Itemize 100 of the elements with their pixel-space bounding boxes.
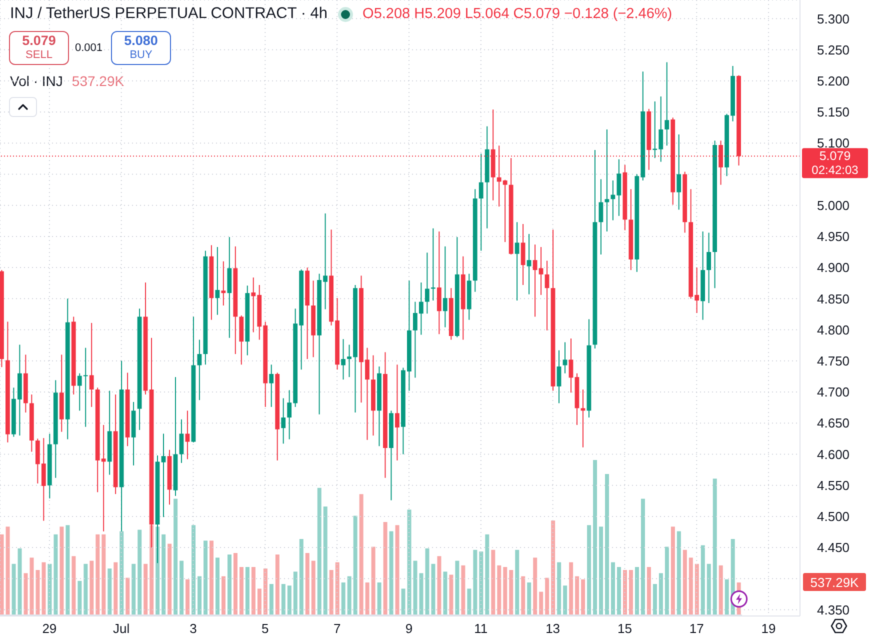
bar (532, 558, 537, 615)
bar (47, 564, 52, 615)
candlestick (514, 222, 520, 302)
bar (161, 534, 166, 615)
bar (191, 525, 196, 615)
bar (724, 579, 728, 615)
bar (544, 578, 549, 615)
bar (718, 565, 722, 615)
x-tick-label: 7 (333, 621, 341, 636)
candlestick (77, 372, 82, 412)
bar (454, 560, 459, 615)
bar (514, 550, 519, 615)
bar (23, 573, 28, 615)
text: 537.29K (810, 574, 859, 590)
candlestick (580, 389, 586, 448)
bar (598, 526, 603, 615)
bar (556, 562, 561, 615)
y-tick-label: 4.900 (817, 260, 850, 276)
candlestick (568, 338, 574, 394)
bar (256, 588, 261, 615)
bar (484, 534, 489, 615)
chart-title: INJ / TetherUS PERPETUAL CONTRACT · 4h (10, 5, 328, 23)
bar (298, 539, 303, 615)
bar (53, 534, 58, 615)
x-tick-label: 5 (262, 621, 269, 636)
bar (5, 526, 10, 615)
bar (209, 540, 214, 615)
bar (346, 576, 351, 615)
bar (430, 564, 435, 615)
y-tick-label: 4.500 (817, 509, 850, 524)
bar (137, 530, 142, 615)
bar (95, 534, 100, 615)
annotation: 5.079 (22, 33, 56, 48)
bar (412, 560, 417, 615)
candlestick (532, 244, 538, 318)
bar (700, 545, 704, 615)
candlestick (604, 128, 610, 232)
candlestick (706, 232, 712, 304)
candlestick (436, 230, 442, 335)
bar (622, 570, 627, 615)
y-tick-label: 4.800 (817, 322, 850, 338)
bar (352, 516, 357, 615)
annotation: 0.001 (75, 42, 103, 54)
candlestick (664, 62, 670, 146)
bar (310, 560, 315, 615)
bar (496, 565, 501, 615)
bar (400, 588, 405, 615)
candlestick (526, 233, 532, 295)
candlestick (215, 246, 220, 316)
bar (316, 488, 321, 615)
bar (89, 560, 94, 615)
candlestick (442, 246, 448, 328)
bar (550, 520, 555, 615)
bar (179, 560, 184, 615)
bar (250, 566, 255, 615)
bar (221, 576, 226, 615)
bar (682, 550, 686, 615)
x-tick-label: 13 (546, 621, 560, 636)
bar (592, 460, 597, 615)
y-tick-label: 4.650 (817, 416, 850, 431)
bar (268, 584, 273, 615)
bar (658, 573, 662, 615)
annotation: SELL (26, 48, 52, 62)
x-tick-label: 3 (190, 621, 197, 636)
y-tick-label: 4.550 (817, 478, 850, 493)
candlestick (179, 418, 184, 464)
y-tick-label: 4.700 (817, 384, 850, 400)
x-tick-label: 29 (42, 621, 57, 636)
bar (238, 566, 243, 615)
candlestick (83, 347, 88, 428)
bar (670, 526, 674, 615)
chart-title: Vol · INJ (10, 73, 63, 89)
y-tick-label: 4.450 (817, 540, 850, 556)
bar (262, 568, 267, 615)
bar (107, 568, 112, 615)
x-tick-label: 9 (405, 621, 413, 636)
bar (508, 570, 513, 615)
bar (568, 562, 573, 615)
bar (538, 592, 543, 615)
bar (304, 553, 309, 615)
bar (292, 572, 297, 615)
candlestick (520, 224, 526, 286)
bar (59, 526, 64, 615)
candlestick (185, 410, 190, 460)
bar (41, 562, 46, 615)
y-tick-label: 4.750 (817, 354, 850, 369)
bar (173, 498, 178, 615)
y-tick-label: 5.250 (817, 42, 850, 58)
bar (125, 578, 130, 615)
bar (388, 531, 393, 615)
bar (652, 584, 656, 615)
bar (77, 580, 82, 615)
bar (580, 579, 585, 615)
bar (11, 564, 16, 615)
y-tick-label: 5.200 (817, 74, 850, 89)
ref-line-label: 5.079 (819, 149, 851, 164)
bar (406, 510, 411, 615)
bar (478, 551, 483, 615)
bar (610, 562, 615, 615)
bar (280, 584, 285, 615)
